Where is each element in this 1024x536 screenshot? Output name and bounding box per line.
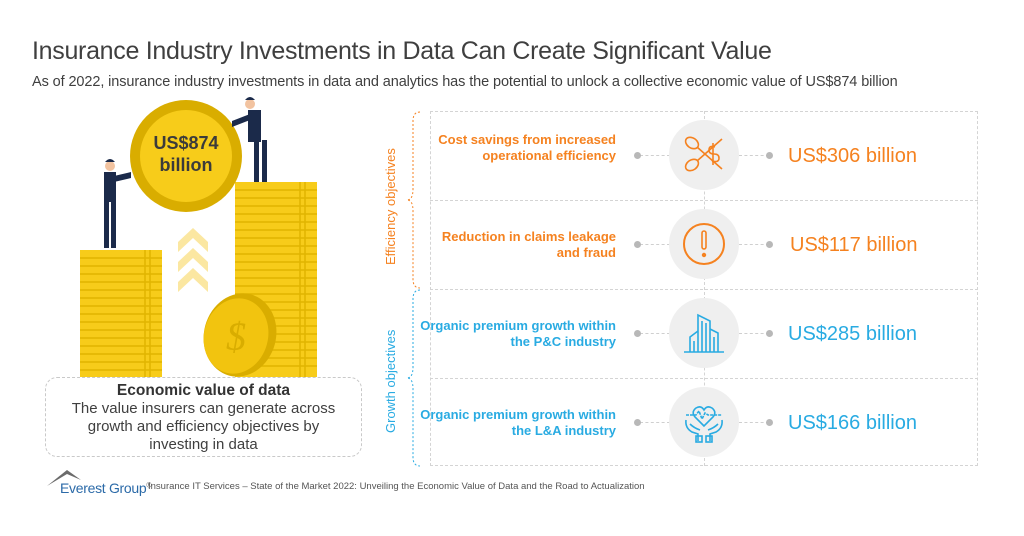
center-connector-line [704, 111, 705, 466]
connector-line [739, 333, 769, 334]
coin-value-unit: billion [159, 155, 213, 175]
connector-dot [634, 152, 641, 159]
row-value: US$166 billion [788, 412, 917, 434]
connector-line [739, 244, 769, 245]
right-businessman [232, 97, 267, 182]
connector-line [739, 155, 769, 156]
row-label: Organic premium growth within the P&C in… [420, 318, 616, 349]
connector-dot [766, 152, 773, 159]
connector-dot [766, 330, 773, 337]
right-coin-stack [235, 182, 317, 378]
efficiency-brace [406, 111, 421, 289]
scissors-dollar-icon [684, 136, 723, 172]
buildings-icon [684, 313, 724, 353]
icon-circle [669, 298, 739, 368]
row-value: US$117 billion [790, 234, 918, 256]
icon-circle [669, 120, 739, 190]
dollar-coin: $ [203, 293, 277, 377]
connector-line [640, 155, 670, 156]
economic-value-description: The value insurers can generate across g… [71, 400, 336, 453]
row-label: Reduction in claims leakage and fraud [441, 229, 616, 260]
connector-dot [634, 330, 641, 337]
registered-mark: ® [146, 482, 152, 490]
connector-dot [766, 419, 773, 426]
source-citation: Insurance IT Services – State of the Mar… [148, 481, 645, 492]
row-value: US$306 billion [788, 145, 917, 167]
group-label-efficiency: Efficiency objectives [383, 148, 398, 265]
row-label: Cost savings from increased operational … [438, 132, 616, 163]
everest-mountain-icon [47, 470, 81, 486]
row-label: Organic premium growth within the L&A in… [420, 407, 616, 438]
growth-brace [406, 289, 421, 467]
exclamation-circle-icon [683, 223, 725, 265]
group-label-growth: Growth objectives [383, 329, 398, 433]
connector-dot [634, 419, 641, 426]
connector-line [739, 422, 769, 423]
economic-value-title: Economic value of data [116, 382, 291, 399]
brand-logo: Everest Group® [60, 480, 152, 496]
hands-heart-icon [685, 406, 723, 443]
coin-stacks-illustration: $ [80, 97, 317, 378]
icon-circle [669, 387, 739, 457]
left-coin-stack [80, 250, 162, 378]
big-coin [130, 100, 242, 212]
row-value: US$285 billion [788, 323, 917, 345]
economic-value-box: Economic value of data The value insurer… [45, 377, 362, 457]
connector-dot [634, 241, 641, 248]
page-subtitle: As of 2022, insurance industry investmen… [32, 74, 898, 90]
coin-value-amount: US$874 [153, 133, 219, 153]
up-arrows [178, 228, 208, 292]
svg-text:$: $ [226, 314, 246, 359]
connector-dot [766, 241, 773, 248]
connector-line [640, 333, 670, 334]
connector-line [640, 422, 670, 423]
brand-name: Everest Group [60, 480, 147, 496]
coin-value: US$874 billion [131, 132, 241, 176]
connector-line [640, 244, 670, 245]
page-title: Insurance Industry Investments in Data C… [32, 37, 772, 65]
icon-circle [669, 209, 739, 279]
left-businessman [104, 159, 131, 248]
